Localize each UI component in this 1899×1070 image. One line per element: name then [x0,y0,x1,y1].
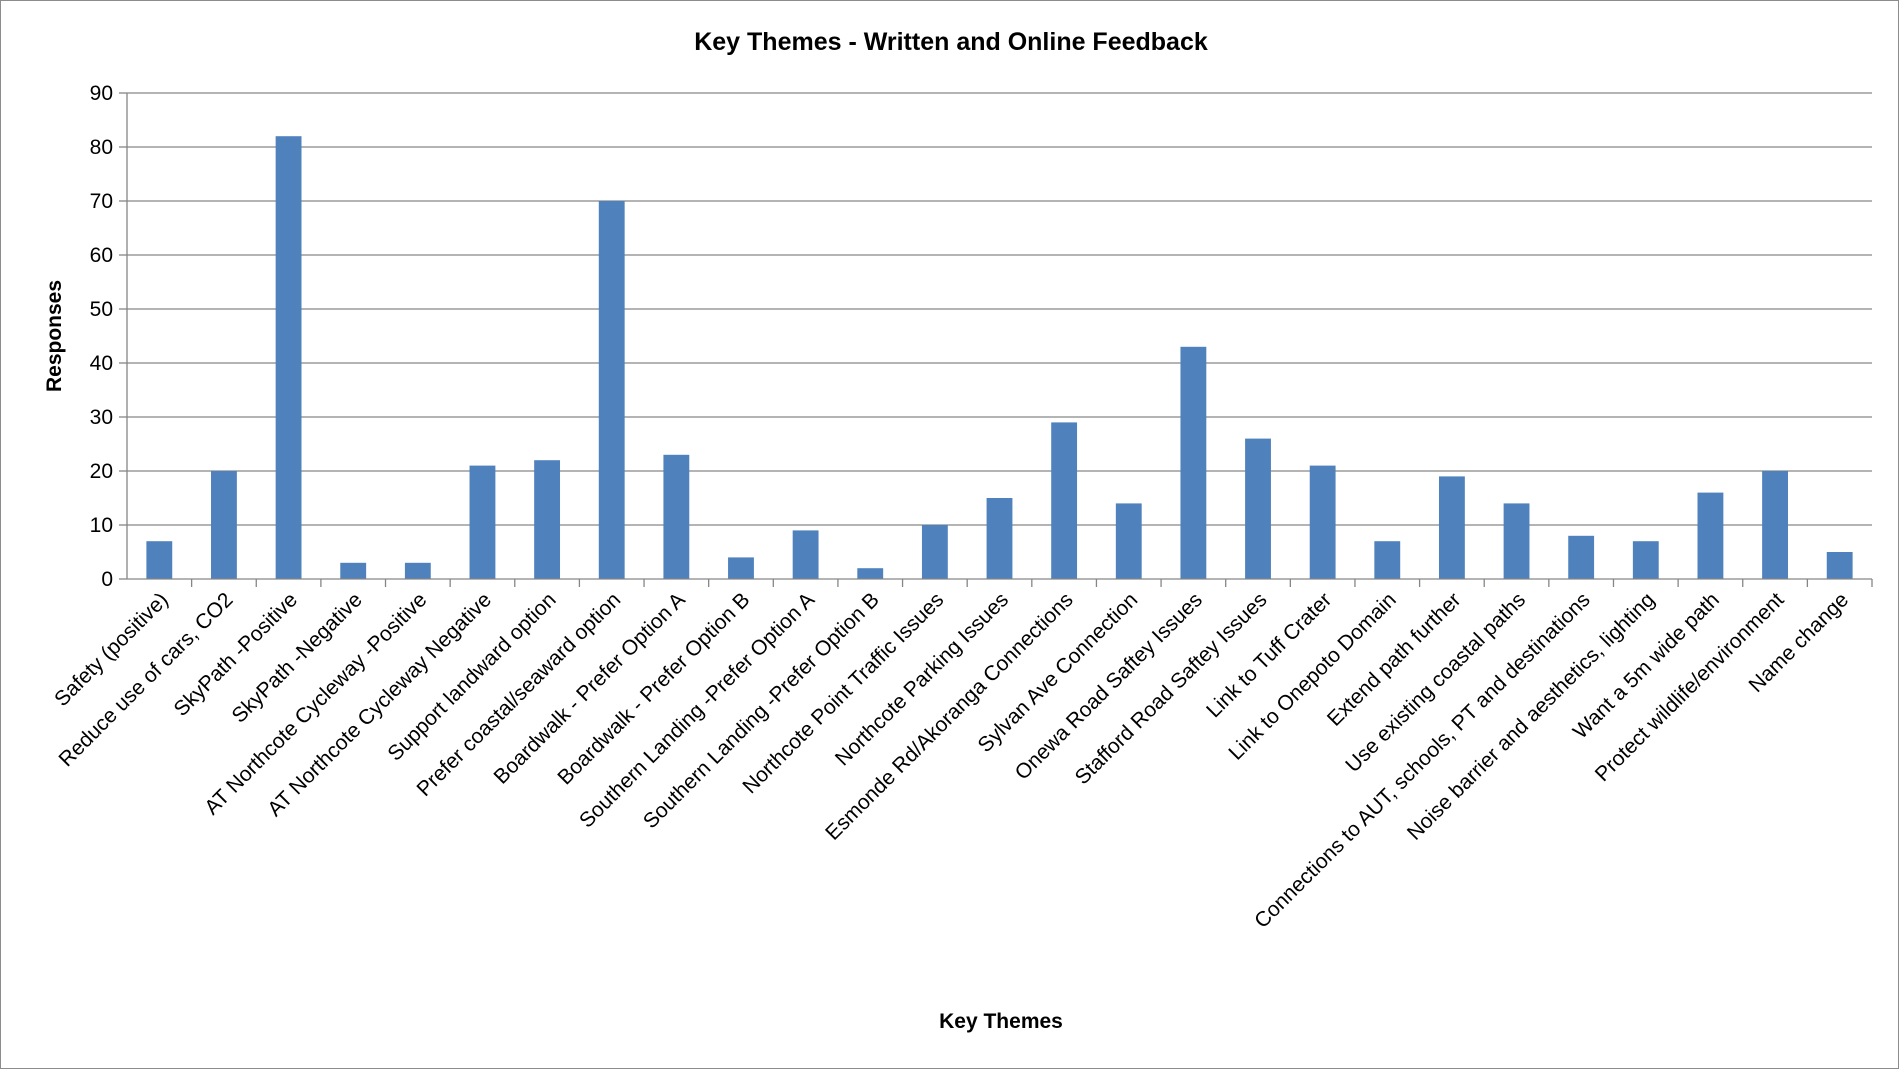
bar [1115,503,1142,579]
x-category-label: Southern Landing -Prefer Option B [639,588,884,833]
bar [598,201,625,579]
bar [469,465,496,579]
y-axis-ticks: 0 10 20 30 40 50 60 70 80 90 [90,82,113,591]
y-tick-label: 70 [90,190,113,213]
bar [792,530,819,579]
bar [1568,535,1595,579]
chart-title: Key Themes - Written and Online Feedback [694,28,1208,56]
y-tick-label: 90 [90,82,113,105]
y-tick-label: 60 [90,244,113,267]
bar [340,562,367,579]
bar [1309,465,1336,579]
bar [663,454,690,579]
y-tick-label: 0 [101,568,113,591]
bar [534,460,561,579]
y-tick-label: 50 [90,298,113,321]
y-axis-title: Responses [43,280,66,392]
bar [1180,346,1207,579]
bar [857,568,884,579]
bar [211,471,237,579]
x-axis-title: Key Themes [939,1010,1063,1033]
x-category-label: Safety (positive) [50,588,173,711]
x-axis-category-labels: Safety (positive)Reduce use of cars, CO2… [50,588,1853,933]
bar [404,562,431,579]
bar [275,136,302,579]
bar [1632,541,1659,579]
bar [1051,422,1078,579]
bar [1826,552,1853,579]
y-tick-label: 20 [90,460,113,483]
bars [146,136,1853,579]
bar [1697,492,1724,579]
bar [1438,476,1465,579]
bar [1503,503,1530,579]
y-tick-label: 40 [90,352,113,375]
y-tick-label: 80 [90,136,113,159]
axes [119,92,1873,587]
x-category-label: Link to Tuff Crater [1202,588,1336,722]
bar [1762,471,1788,579]
x-category-label: Southern Landing -Prefer Option A [575,588,819,832]
bar [1374,541,1401,579]
y-tick-label: 10 [90,514,113,537]
bar [146,541,173,579]
bar [1245,438,1271,579]
gridlines [127,92,1872,526]
bar [728,557,754,579]
bar [986,498,1013,579]
x-category-label: SkyPath -Positive [169,588,302,721]
bar [921,525,948,579]
y-tick-label: 30 [90,406,113,429]
